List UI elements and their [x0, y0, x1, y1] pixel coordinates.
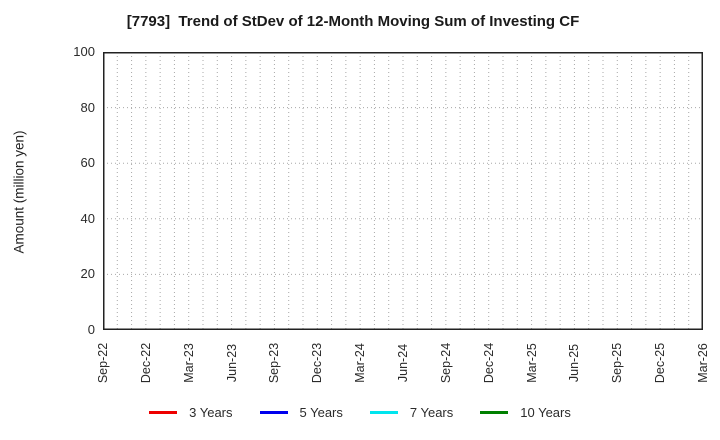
legend-line-swatch [259, 410, 288, 414]
legend: 3 Years 5 Years 7 Years 10 Years [0, 403, 720, 421]
x-tick-label: Dec-23 [310, 342, 325, 384]
x-tick-label: Dec-22 [138, 342, 153, 384]
x-tick-label: Sep-24 [438, 342, 453, 384]
legend-label: 5 Years [299, 404, 343, 420]
legend-label: 10 Years [520, 404, 571, 420]
legend-item: 10 Years [480, 405, 571, 420]
x-tick-label: Jun-24 [396, 343, 410, 383]
y-tick-label: 100 [73, 44, 95, 59]
y-tick-label: 80 [80, 99, 95, 115]
legend-item: 5 Years [259, 404, 343, 420]
x-tick-label: Sep-25 [610, 342, 625, 384]
y-tick-label: 60 [80, 155, 95, 171]
x-tick-label: Mar-26 [696, 343, 710, 383]
y-tick-label: 0 [87, 322, 95, 337]
x-tick-label: Jun-23 [224, 343, 239, 383]
axes-border [103, 52, 703, 330]
y-tick-label: 20 [80, 266, 95, 282]
grid-and-border [103, 52, 703, 330]
legend-label: 3 Years [189, 404, 233, 420]
legend-line-swatch [480, 410, 509, 414]
legend-line-swatch [369, 410, 398, 414]
x-tick-label: Jun-25 [567, 343, 582, 383]
x-tick-label: Dec-24 [481, 342, 496, 384]
chart-title: [7793] Trend of StDev of 12-Month Moving… [126, 13, 580, 30]
legend-line-swatch [149, 410, 178, 414]
plot-area [103, 52, 703, 330]
legend-item: 3 Years [149, 404, 233, 420]
legend-label: 7 Years [409, 404, 454, 420]
x-tick-label: Mar-25 [524, 343, 539, 383]
x-tick-label: Mar-23 [181, 343, 196, 383]
x-tick-label: Sep-22 [96, 342, 110, 384]
x-tick-label: Dec-25 [653, 342, 668, 384]
y-tick-label: 40 [80, 210, 95, 226]
legend-item: 7 Years [369, 404, 454, 420]
x-tick-label: Mar-24 [353, 343, 368, 383]
x-tick-label: Sep-23 [267, 342, 282, 384]
y-axis-label-text: Amount (million yen) [11, 130, 27, 254]
